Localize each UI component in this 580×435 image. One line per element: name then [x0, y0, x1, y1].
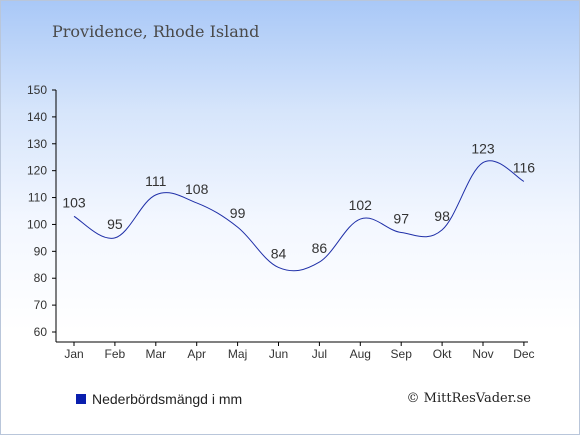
data-label: 86 — [312, 240, 328, 256]
x-tick-labels: Jan Feb Mar Apr Maj Jun Jul Aug Sep Okt Nov Dec — [64, 347, 534, 361]
x-tick-label: Jul — [312, 347, 327, 361]
x-tick-label: Mar — [145, 347, 166, 361]
x-tick-label: Apr — [187, 347, 206, 361]
x-tick-label: Aug — [350, 347, 371, 361]
data-label: 98 — [434, 208, 450, 224]
data-labels: 103 95 111 108 99 84 86 102 97 98 123 116 — [62, 141, 535, 262]
x-tick-label: Jun — [269, 347, 288, 361]
axes — [52, 89, 528, 346]
y-tick-labels: 60 70 80 90 100 110 120 130 140 150 — [27, 83, 47, 339]
data-label: 123 — [471, 141, 495, 157]
y-tick-label: 100 — [27, 217, 47, 231]
data-label: 99 — [230, 205, 246, 221]
data-label: 116 — [513, 159, 536, 175]
y-tick-label: 150 — [27, 83, 47, 97]
data-label: 103 — [62, 194, 86, 210]
data-label: 111 — [145, 173, 166, 189]
x-tick-label: Nov — [472, 347, 493, 361]
data-label: 97 — [393, 211, 409, 227]
x-tick-label: Dec — [513, 347, 534, 361]
data-label: 108 — [185, 181, 209, 197]
x-tick-label: Maj — [228, 347, 247, 361]
y-tick-label: 140 — [27, 110, 47, 124]
legend-swatch — [76, 394, 86, 404]
x-tick-label: Jan — [64, 347, 83, 361]
copyright-text: © MittResVader.se — [406, 391, 531, 406]
legend-label: Nederbördsmängd i mm — [92, 391, 243, 407]
y-tick-label: 90 — [34, 244, 48, 258]
y-tick-label: 110 — [28, 191, 47, 205]
data-label: 95 — [107, 216, 123, 232]
y-tick-label: 60 — [34, 325, 48, 339]
data-label: 84 — [271, 245, 287, 261]
chart-title: Providence, Rhode Island — [52, 22, 260, 41]
x-tick-label: Okt — [433, 347, 452, 361]
y-tick-label: 70 — [34, 298, 48, 312]
series-line — [73, 160, 525, 272]
x-tick-label: Sep — [391, 347, 413, 361]
data-label: 102 — [349, 197, 373, 213]
y-tick-label: 120 — [27, 164, 47, 178]
legend: Nederbördsmängd i mm — [76, 391, 242, 407]
y-tick-label: 80 — [34, 271, 48, 285]
y-tick-label: 130 — [27, 137, 47, 151]
x-tick-label: Feb — [105, 347, 126, 361]
